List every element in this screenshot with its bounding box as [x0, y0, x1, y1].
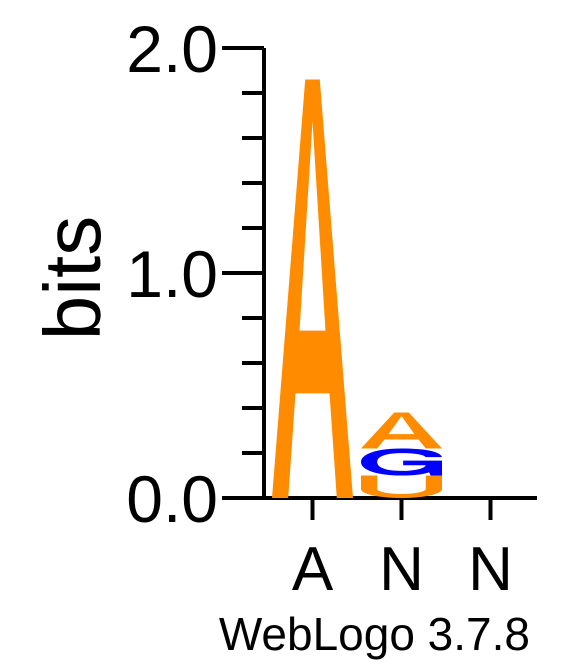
letter-stacks — [272, 79, 442, 498]
x-tick-label: N — [379, 535, 424, 604]
x-tick-label: N — [468, 535, 513, 604]
y-axis: 0.0 1.0 2.0 — [126, 12, 266, 536]
footer-version-label: WebLogo 3.7.8 — [219, 608, 530, 660]
y-axis-label: bits — [28, 216, 117, 341]
letter-a — [272, 79, 353, 498]
y-tick-label: 0.0 — [126, 462, 218, 536]
x-tick-label: A — [292, 535, 334, 604]
y-tick-label: 1.0 — [126, 237, 218, 311]
letter-u — [361, 475, 442, 498]
y-tick-label: 2.0 — [126, 12, 218, 86]
letter-a — [361, 412, 442, 449]
letter-g — [361, 448, 442, 476]
